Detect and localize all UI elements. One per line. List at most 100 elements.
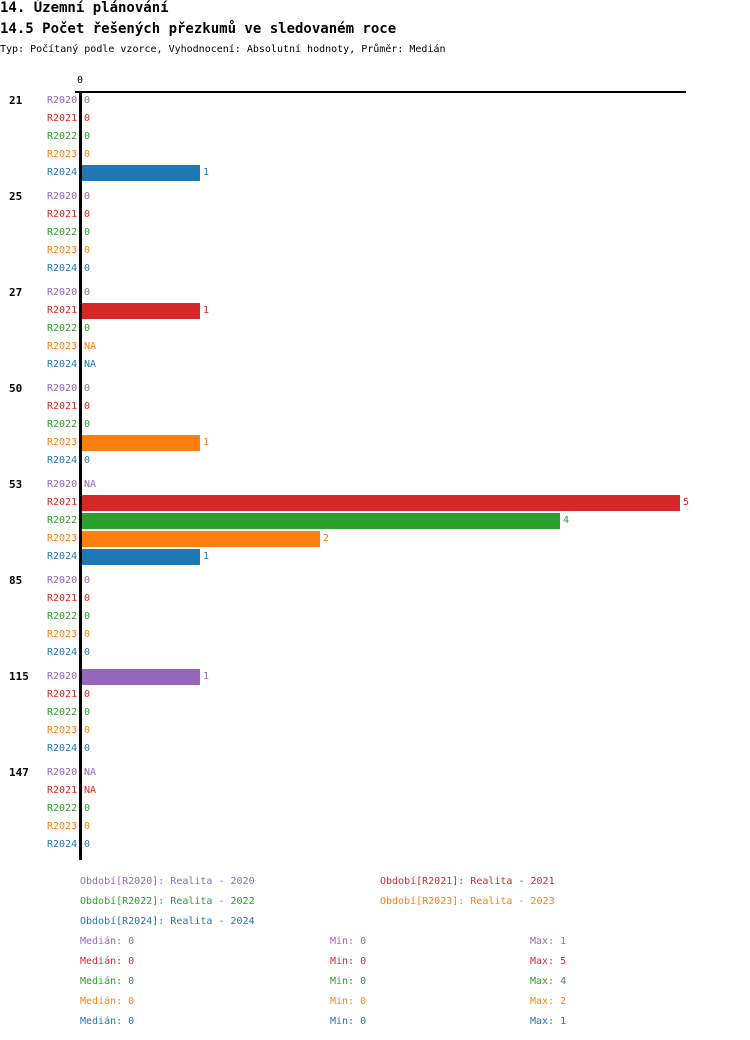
series-label: R2022 bbox=[47, 419, 78, 430]
data-label: 0 bbox=[84, 821, 91, 832]
data-label: 0 bbox=[84, 323, 91, 334]
data-label: 0 bbox=[84, 191, 91, 202]
stat-min: Min: 0 bbox=[330, 996, 367, 1007]
bar bbox=[82, 495, 680, 511]
series-label: R2023 bbox=[47, 245, 78, 256]
series-label: R2021 bbox=[47, 209, 78, 220]
category-label: 53 bbox=[9, 478, 23, 491]
data-label: 0 bbox=[84, 149, 91, 160]
bar bbox=[82, 303, 200, 319]
stat-min: Min: 0 bbox=[330, 936, 367, 947]
data-label: 1 bbox=[203, 167, 210, 178]
chart-subtitle: Typ: Počítaný podle vzorce, Vyhodnocení:… bbox=[0, 44, 446, 55]
series-label: R2023 bbox=[47, 149, 78, 160]
series-label: R2020 bbox=[47, 383, 78, 394]
bar bbox=[82, 513, 560, 529]
data-label: NA bbox=[84, 479, 97, 490]
series-label: R2020 bbox=[47, 287, 78, 298]
category-label: 115 bbox=[9, 670, 29, 683]
data-label: 0 bbox=[84, 611, 91, 622]
series-label: R2024 bbox=[47, 359, 78, 370]
series-label: R2020 bbox=[47, 767, 78, 778]
section-title: 14. Územní plánování bbox=[0, 0, 169, 16]
series-label: R2023 bbox=[47, 821, 78, 832]
stat-min: Min: 0 bbox=[330, 956, 367, 967]
series-label: R2024 bbox=[47, 263, 78, 274]
series-label: R2022 bbox=[47, 707, 78, 718]
series-label: R2022 bbox=[47, 803, 78, 814]
data-label: 0 bbox=[84, 131, 91, 142]
data-label: 0 bbox=[84, 743, 91, 754]
data-label: 1 bbox=[203, 437, 210, 448]
series-label: R2021 bbox=[47, 689, 78, 700]
bar bbox=[82, 549, 200, 565]
data-label: 1 bbox=[203, 551, 210, 562]
data-label: 0 bbox=[84, 689, 91, 700]
series-label: R2023 bbox=[47, 725, 78, 736]
stat-max: Max: 1 bbox=[530, 1016, 567, 1027]
series-label: R2021 bbox=[47, 305, 78, 316]
data-label: 0 bbox=[84, 245, 91, 256]
x-axis-line bbox=[75, 91, 686, 93]
series-label: R2021 bbox=[47, 401, 78, 412]
data-label: 0 bbox=[84, 227, 91, 238]
data-label: 0 bbox=[84, 593, 91, 604]
series-label: R2022 bbox=[47, 227, 78, 238]
data-label: 0 bbox=[84, 209, 91, 220]
category-label: 21 bbox=[9, 94, 23, 107]
series-label: R2024 bbox=[47, 455, 78, 466]
bar bbox=[82, 531, 320, 547]
data-label: 2 bbox=[323, 533, 330, 544]
category-label: 85 bbox=[9, 574, 23, 587]
stat-median: Medián: 0 bbox=[80, 996, 135, 1007]
data-label: 0 bbox=[84, 839, 91, 850]
data-label: 0 bbox=[84, 95, 91, 106]
x-tick-label: 0 bbox=[77, 75, 84, 86]
series-label: R2023 bbox=[47, 341, 78, 352]
bar-chart: 0 21 R2020 0 R2021 0 R2022 0 R2023 0 R2024 1 25 R202… bbox=[9, 75, 690, 860]
data-label: 0 bbox=[84, 113, 91, 124]
series-label: R2023 bbox=[47, 629, 78, 640]
data-label: NA bbox=[84, 785, 97, 796]
chart-title: 14.5 Počet řešených přezkumů ve sledovan… bbox=[0, 21, 397, 37]
legend-item: Období[R2020]: Realita - 2020 bbox=[80, 876, 255, 887]
data-label: NA bbox=[84, 359, 97, 370]
bar bbox=[82, 165, 200, 181]
series-label: R2024 bbox=[47, 743, 78, 754]
data-label: 0 bbox=[84, 647, 91, 658]
series-label: R2024 bbox=[47, 551, 78, 562]
category-label: 27 bbox=[9, 286, 23, 299]
series-label: R2020 bbox=[47, 479, 78, 490]
data-label: 0 bbox=[84, 455, 91, 466]
stat-median: Medián: 0 bbox=[80, 956, 135, 967]
series-label: R2021 bbox=[47, 497, 78, 508]
data-label: 5 bbox=[683, 497, 690, 508]
stat-min: Min: 0 bbox=[330, 1016, 367, 1027]
stat-max: Max: 4 bbox=[530, 976, 567, 987]
series-label: R2024 bbox=[47, 647, 78, 658]
category-label: 25 bbox=[9, 190, 23, 203]
series-label: R2021 bbox=[47, 113, 78, 124]
series-label: R2022 bbox=[47, 131, 78, 142]
legend-item: Období[R2021]: Realita - 2021 bbox=[380, 876, 555, 887]
stat-median: Medián: 0 bbox=[80, 936, 135, 947]
data-label: 0 bbox=[84, 575, 91, 586]
series-label: R2023 bbox=[47, 437, 78, 448]
data-label: 0 bbox=[84, 629, 91, 640]
data-label: 1 bbox=[203, 671, 210, 682]
stat-max: Max: 5 bbox=[530, 956, 567, 967]
series-label: R2020 bbox=[47, 191, 78, 202]
stat-median: Medián: 0 bbox=[80, 1016, 135, 1027]
bar bbox=[82, 669, 200, 685]
data-label: 4 bbox=[563, 515, 570, 526]
y-axis-line bbox=[79, 91, 82, 860]
series-label: R2023 bbox=[47, 533, 78, 544]
data-label: NA bbox=[84, 767, 97, 778]
data-label: 0 bbox=[84, 803, 91, 814]
category-label: 147 bbox=[9, 766, 29, 779]
data-label: 0 bbox=[84, 707, 91, 718]
legend-item: Období[R2023]: Realita - 2023 bbox=[380, 896, 555, 907]
series-label: R2020 bbox=[47, 671, 78, 682]
category-label: 50 bbox=[9, 382, 23, 395]
data-label: NA bbox=[84, 341, 97, 352]
